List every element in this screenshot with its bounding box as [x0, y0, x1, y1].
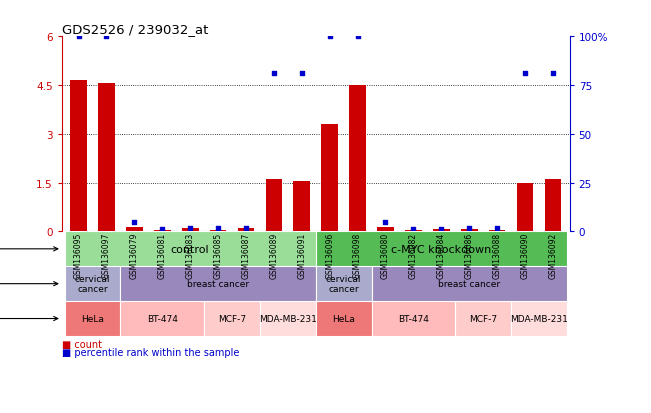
- Text: GSM136085: GSM136085: [214, 232, 223, 278]
- Bar: [266, 180, 283, 232]
- Bar: [349, 86, 366, 232]
- Bar: [455, 301, 511, 336]
- Bar: [64, 301, 120, 336]
- Text: GSM136090: GSM136090: [521, 232, 529, 278]
- Text: GSM136097: GSM136097: [102, 232, 111, 278]
- Point: [436, 227, 447, 233]
- Point: [492, 225, 503, 231]
- Text: BT-474: BT-474: [398, 314, 429, 323]
- Text: ■ percentile rank within the sample: ■ percentile rank within the sample: [62, 347, 239, 357]
- Bar: [372, 301, 455, 336]
- Bar: [64, 232, 316, 267]
- Bar: [210, 230, 227, 232]
- Text: control: control: [171, 244, 210, 254]
- Bar: [489, 230, 505, 232]
- Text: GSM136091: GSM136091: [298, 232, 306, 278]
- Text: GSM136081: GSM136081: [158, 232, 167, 278]
- Bar: [316, 232, 567, 267]
- Text: GSM136083: GSM136083: [186, 232, 195, 278]
- Point: [185, 225, 195, 231]
- Text: cervical
cancer: cervical cancer: [75, 274, 110, 294]
- Text: protocol: protocol: [0, 244, 58, 254]
- Text: MDA-MB-231: MDA-MB-231: [259, 314, 317, 323]
- Point: [352, 34, 363, 40]
- Text: GSM136079: GSM136079: [130, 232, 139, 278]
- Bar: [372, 267, 567, 301]
- Text: breast cancer: breast cancer: [187, 280, 249, 288]
- Text: GSM136084: GSM136084: [437, 232, 446, 278]
- Point: [380, 219, 391, 225]
- Bar: [544, 180, 561, 232]
- Text: c-MYC knockdown: c-MYC knockdown: [391, 244, 492, 254]
- Point: [297, 71, 307, 78]
- Bar: [511, 301, 567, 336]
- Bar: [64, 267, 120, 301]
- Point: [324, 34, 335, 40]
- Bar: [316, 301, 372, 336]
- Point: [241, 225, 251, 231]
- Bar: [461, 229, 478, 232]
- Text: MDA-MB-231: MDA-MB-231: [510, 314, 568, 323]
- Text: ■ count: ■ count: [62, 339, 102, 349]
- Text: GSM136092: GSM136092: [548, 232, 557, 278]
- Bar: [70, 81, 87, 232]
- Bar: [322, 125, 338, 232]
- Point: [74, 34, 84, 40]
- Text: HeLa: HeLa: [81, 314, 104, 323]
- Bar: [517, 183, 533, 232]
- Bar: [120, 267, 316, 301]
- Text: BT-474: BT-474: [147, 314, 178, 323]
- Point: [129, 219, 139, 225]
- Bar: [98, 84, 115, 232]
- Point: [408, 227, 419, 233]
- Bar: [377, 227, 394, 232]
- Text: GSM136089: GSM136089: [270, 232, 279, 278]
- Bar: [238, 228, 255, 232]
- Text: GSM136095: GSM136095: [74, 232, 83, 278]
- Text: GSM136087: GSM136087: [242, 232, 251, 278]
- Text: GDS2526 / 239032_at: GDS2526 / 239032_at: [62, 23, 208, 36]
- Bar: [120, 301, 204, 336]
- Bar: [433, 230, 450, 232]
- Text: GSM136082: GSM136082: [409, 232, 418, 278]
- Bar: [316, 267, 372, 301]
- Point: [519, 71, 530, 78]
- Bar: [294, 182, 310, 232]
- Text: GSM136086: GSM136086: [465, 232, 474, 278]
- Bar: [126, 227, 143, 232]
- Text: GSM136088: GSM136088: [493, 232, 501, 278]
- Bar: [260, 301, 316, 336]
- Text: GSM136098: GSM136098: [353, 232, 362, 278]
- Bar: [204, 301, 260, 336]
- Text: breast cancer: breast cancer: [438, 280, 500, 288]
- Bar: [405, 230, 422, 232]
- Point: [213, 225, 223, 231]
- Text: GSM136080: GSM136080: [381, 232, 390, 278]
- Text: other: other: [0, 279, 58, 289]
- Text: HeLa: HeLa: [332, 314, 355, 323]
- Point: [157, 227, 167, 233]
- Bar: [182, 229, 199, 232]
- Text: cell line: cell line: [0, 314, 58, 324]
- Point: [464, 225, 475, 231]
- Point: [269, 71, 279, 78]
- Point: [547, 71, 558, 78]
- Bar: [154, 230, 171, 232]
- Point: [102, 34, 112, 40]
- Text: GSM136096: GSM136096: [326, 232, 334, 278]
- Text: MCF-7: MCF-7: [469, 314, 497, 323]
- Text: MCF-7: MCF-7: [218, 314, 246, 323]
- Text: cervical
cancer: cervical cancer: [326, 274, 361, 294]
